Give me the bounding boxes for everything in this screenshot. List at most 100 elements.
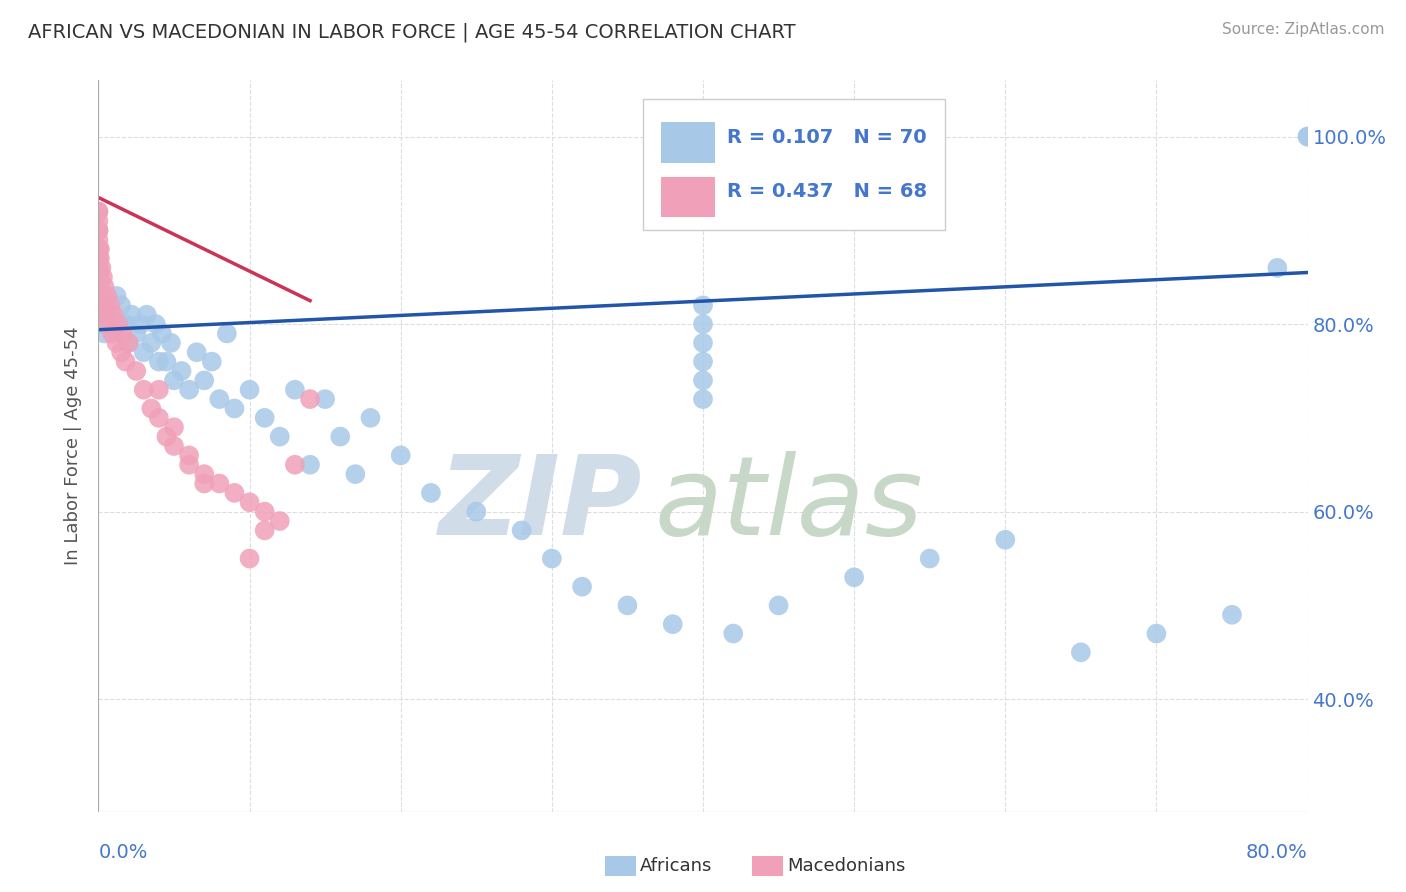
Point [269,429,291,443]
Point [87,270,110,285]
Point [179,383,201,397]
Point [253,524,276,538]
Point [87,252,110,266]
Point [87,223,110,237]
Point [148,354,170,368]
Point [89,252,111,266]
Point [89,270,111,285]
Point [87,214,110,228]
Point [148,383,170,397]
Point [239,495,262,509]
Point [193,373,215,387]
Point [510,524,533,538]
Point [141,401,163,416]
Text: ZIP: ZIP [439,451,643,558]
Point [87,260,110,275]
Point [299,458,322,472]
Point [179,458,201,472]
Point [90,317,112,331]
Point [98,317,121,331]
Point [186,345,208,359]
Point [179,449,201,463]
Point [103,308,125,322]
Point [91,298,114,312]
Point [253,410,276,425]
Point [114,317,136,331]
Point [208,392,231,406]
Point [224,486,246,500]
Point [87,242,110,256]
Point [89,242,111,256]
Text: Macedonians: Macedonians [787,857,905,875]
Point [93,326,115,341]
Text: AFRICAN VS MACEDONIAN IN LABOR FORCE | AGE 45-54 CORRELATION CHART: AFRICAN VS MACEDONIAN IN LABOR FORCE | A… [28,22,796,42]
Point [163,373,186,387]
Point [87,204,110,219]
Point [90,289,112,303]
Point [132,345,155,359]
Point [96,289,118,303]
Point [100,298,122,312]
Point [96,308,118,322]
Point [163,420,186,434]
Point [87,204,110,219]
Point [692,354,714,368]
Point [215,326,238,341]
Point [87,242,110,256]
Point [193,467,215,482]
Point [107,317,129,331]
Point [193,476,215,491]
Point [148,410,170,425]
Bar [661,178,716,218]
Text: 80.0%: 80.0% [1246,843,1308,862]
Point [90,260,112,275]
Point [1296,129,1319,144]
FancyBboxPatch shape [643,99,945,230]
Point [768,599,790,613]
Point [125,364,148,378]
Point [160,335,183,350]
Text: R = 0.107   N = 70: R = 0.107 N = 70 [727,128,927,146]
Point [1267,260,1289,275]
Point [1144,626,1167,640]
Point [224,401,246,416]
Point [89,289,111,303]
Text: 0.0%: 0.0% [98,843,148,862]
Point [101,326,124,341]
Point [89,279,111,293]
Point [208,476,231,491]
Point [103,326,125,341]
Point [253,505,276,519]
Point [94,317,117,331]
Point [87,279,110,293]
Point [141,335,163,350]
Point [692,392,714,406]
Point [93,279,115,293]
Point [692,298,714,312]
Point [150,326,173,341]
Point [89,289,111,303]
Point [465,505,488,519]
Point [105,289,128,303]
Point [105,335,128,350]
Y-axis label: In Labor Force | Age 45-54: In Labor Force | Age 45-54 [65,326,83,566]
Point [329,429,352,443]
Point [125,326,148,341]
Point [201,354,224,368]
Point [91,270,114,285]
Point [616,599,638,613]
Text: atlas: atlas [655,451,924,558]
Point [420,486,443,500]
Point [114,354,136,368]
Point [163,439,186,453]
Point [692,373,714,387]
Point [87,223,110,237]
Point [155,354,177,368]
Point [692,335,714,350]
Point [692,317,714,331]
Point [87,242,110,256]
Point [87,279,110,293]
Point [87,289,110,303]
Point [87,242,110,256]
Point [360,410,382,425]
